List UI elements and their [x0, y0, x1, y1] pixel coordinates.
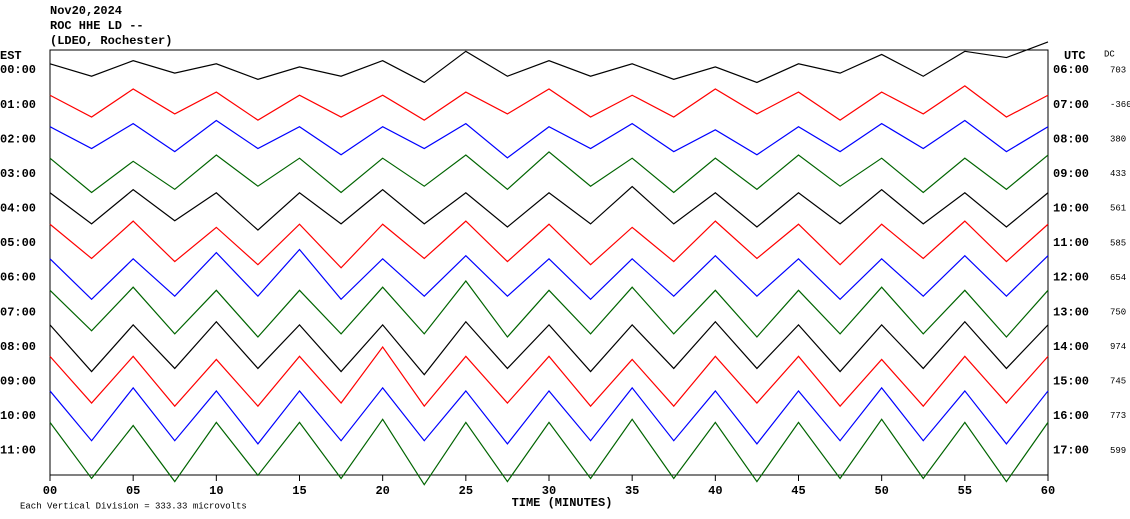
utc-hour-label: 10:00 [1053, 202, 1089, 216]
seismic-trace [49, 85, 1049, 121]
utc-hour-label: 11:00 [1053, 236, 1089, 250]
est-hour-label: 11:00 [0, 444, 36, 458]
x-tick-label: 05 [126, 484, 140, 498]
x-tick-label: 20 [375, 484, 389, 498]
seismic-trace [49, 345, 1049, 408]
dc-value: 773 [1110, 411, 1126, 421]
est-label: EST [0, 49, 22, 63]
utc-hour-label: 12:00 [1053, 271, 1089, 285]
dc-value: -360 [1110, 100, 1130, 110]
x-tick-label: 40 [708, 484, 722, 498]
utc-label: UTC [1064, 49, 1086, 63]
dc-value: 585 [1110, 238, 1126, 248]
x-tick-label: 10 [209, 484, 223, 498]
est-hour-label: 06:00 [0, 271, 36, 285]
seismic-trace [49, 248, 1049, 301]
seismic-trace [49, 418, 1049, 486]
utc-hour-label: 14:00 [1053, 340, 1089, 354]
seismic-trace [49, 320, 1049, 376]
seismic-trace [49, 279, 1049, 338]
x-tick-label: 45 [791, 484, 805, 498]
x-tick-label: 25 [459, 484, 473, 498]
utc-hour-label: 16:00 [1053, 409, 1089, 423]
dc-value: 703 [1110, 65, 1126, 75]
est-hour-label: 05:00 [0, 236, 36, 250]
x-axis-title: TIME (MINUTES) [512, 496, 613, 510]
utc-hour-label: 07:00 [1053, 98, 1089, 112]
est-hour-label: 03:00 [0, 167, 36, 181]
utc-hour-label: 09:00 [1053, 167, 1089, 181]
est-hour-label: 04:00 [0, 202, 36, 216]
seismic-trace [49, 151, 1049, 194]
est-hour-label: 00:00 [0, 63, 36, 77]
est-hour-label: 07:00 [0, 305, 36, 319]
utc-hour-label: 06:00 [1053, 63, 1089, 77]
dc-value: 974 [1110, 342, 1126, 352]
dc-label: DC [1104, 49, 1115, 59]
footnote: Each Vertical Division = 333.33 microvol… [20, 501, 247, 511]
est-hour-label: 09:00 [0, 374, 36, 388]
x-tick-label: 60 [1041, 484, 1055, 498]
est-hour-label: 08:00 [0, 340, 36, 354]
x-tick-label: 55 [958, 484, 972, 498]
dc-value: 433 [1110, 169, 1126, 179]
est-hour-label: 01:00 [0, 98, 36, 112]
x-tick-label: 35 [625, 484, 639, 498]
x-tick-label: 15 [292, 484, 306, 498]
dc-value: 380 [1110, 135, 1126, 145]
dc-value: 654 [1110, 273, 1126, 283]
est-hour-label: 10:00 [0, 409, 36, 423]
chart-title: Nov20,2024 [50, 4, 122, 18]
est-hour-label: 02:00 [0, 132, 36, 146]
dc-value: 745 [1110, 377, 1126, 387]
x-tick-label: 50 [874, 484, 888, 498]
utc-hour-label: 13:00 [1053, 305, 1089, 319]
seismic-trace [49, 185, 1049, 231]
utc-hour-label: 17:00 [1053, 444, 1089, 458]
seismic-trace [49, 41, 1049, 84]
dc-value: 599 [1110, 446, 1126, 456]
station-label: (LDEO, Rochester) [50, 34, 172, 48]
utc-hour-label: 15:00 [1053, 374, 1089, 388]
seismic-trace [49, 386, 1049, 445]
dc-value: 561 [1110, 204, 1126, 214]
channel-label: ROC HHE LD -- [50, 19, 144, 33]
seismic-trace [49, 220, 1049, 269]
seismic-trace [49, 119, 1049, 159]
x-tick-label: 30 [542, 484, 556, 498]
x-tick-label: 00 [43, 484, 57, 498]
utc-hour-label: 08:00 [1053, 132, 1089, 146]
dc-value: 750 [1110, 307, 1126, 317]
